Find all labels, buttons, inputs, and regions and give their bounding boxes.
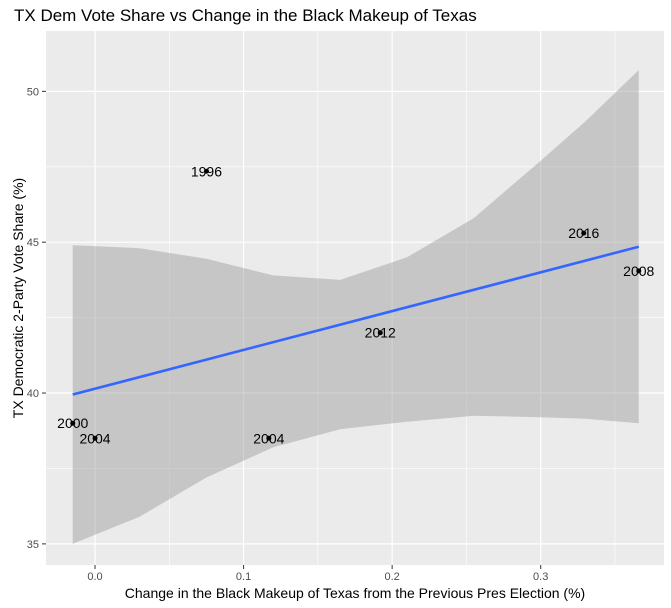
regression-line (72, 245, 640, 396)
x-axis-title: Change in the Black Makeup of Texas from… (125, 585, 585, 601)
point-label: 2008 (623, 263, 654, 279)
point-label: 2000 (57, 415, 88, 431)
y-axis: 35 40 45 50 (27, 86, 46, 551)
plot-panel (46, 31, 664, 565)
point-label: 2004 (253, 430, 284, 446)
point-label: 2016 (568, 225, 599, 241)
chart-title: TX Dem Vote Share vs Change in the Black… (14, 6, 477, 25)
data-point (636, 268, 642, 274)
x-tick-label: 0.0 (87, 571, 102, 583)
confidence-band (72, 70, 639, 544)
point-label: 2012 (365, 325, 396, 341)
y-tick-label: 45 (27, 237, 39, 249)
y-axis-title: TX Democratic 2-Party Vote Share (%) (10, 178, 26, 418)
point-label: 2004 (79, 430, 110, 446)
data-point (377, 330, 383, 336)
x-tick-label: 0.3 (533, 571, 548, 583)
x-axis: 0.0 0.1 0.2 0.3 (87, 565, 548, 583)
fit-line (72, 245, 640, 396)
data-point (266, 435, 272, 441)
data-point (92, 435, 98, 441)
data-points (70, 168, 642, 441)
x-tick-label: 0.1 (236, 571, 251, 583)
y-tick-label: 35 (27, 539, 39, 551)
data-point (203, 168, 209, 174)
y-tick-label: 50 (27, 86, 39, 98)
data-point (70, 420, 76, 426)
point-label: 1996 (191, 163, 222, 179)
data-point (581, 230, 587, 236)
confidence-band-area (72, 70, 639, 544)
grid-lines (46, 31, 664, 565)
y-tick-label: 40 (27, 388, 39, 400)
x-tick-label: 0.2 (384, 571, 399, 583)
